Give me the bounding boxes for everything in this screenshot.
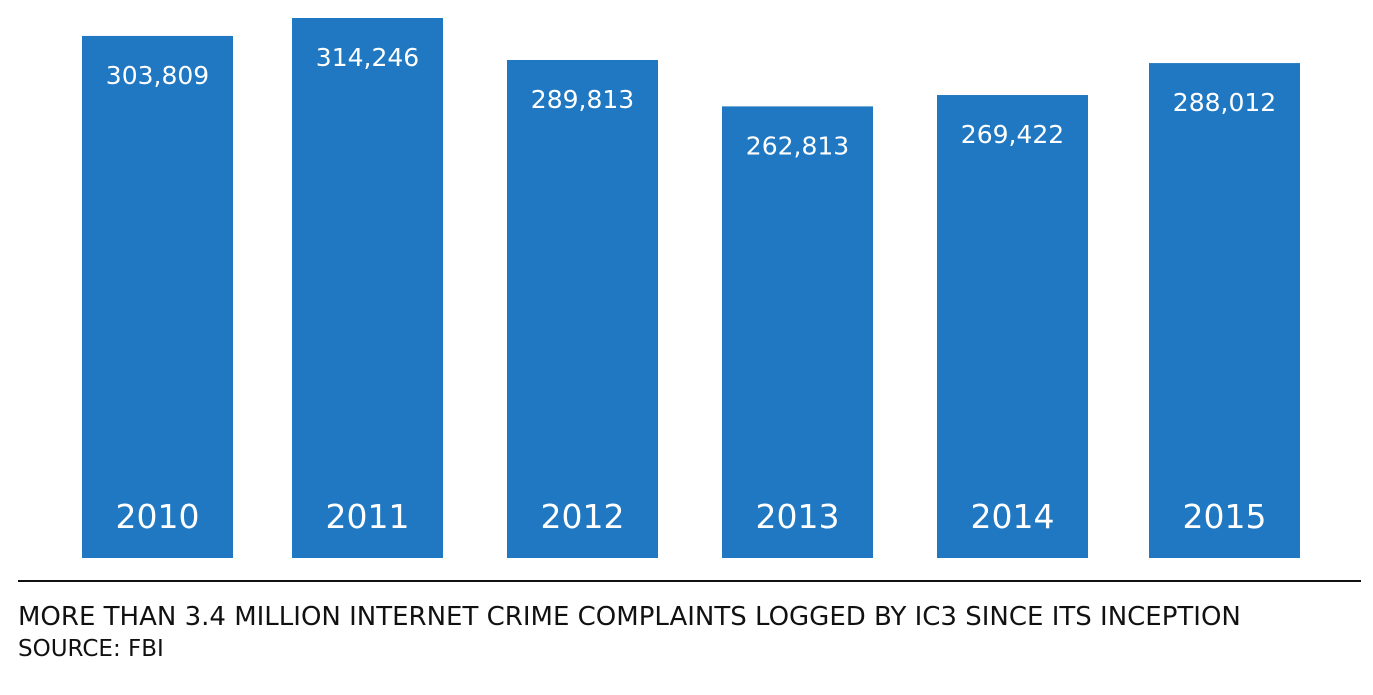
value-label-2015: 288,012 bbox=[1173, 88, 1276, 117]
bar-2012 bbox=[507, 59, 658, 558]
divider-rule bbox=[18, 580, 1361, 582]
category-label-2014: 2014 bbox=[971, 497, 1055, 536]
category-label-2015: 2015 bbox=[1183, 497, 1267, 536]
bar-2015 bbox=[1149, 63, 1300, 559]
bar-2011 bbox=[292, 18, 443, 558]
value-label-2011: 314,246 bbox=[316, 43, 419, 72]
bar-2010 bbox=[82, 35, 233, 558]
bar-chart: 303,809 2010 314,246 2011 289,813 2012 262,813… bbox=[82, 18, 1300, 559]
value-label-2013: 262,813 bbox=[746, 131, 849, 160]
bar-2014 bbox=[937, 95, 1088, 558]
bar-2013 bbox=[722, 106, 873, 558]
value-label-2012: 289,813 bbox=[531, 85, 634, 114]
category-label-2011: 2011 bbox=[326, 497, 410, 536]
caption-headline: MORE THAN 3.4 MILLION INTERNET CRIME COM… bbox=[18, 602, 1241, 632]
value-label-2014: 269,422 bbox=[961, 120, 1064, 149]
category-label-2012: 2012 bbox=[541, 497, 625, 536]
caption-block: MORE THAN 3.4 MILLION INTERNET CRIME COM… bbox=[18, 600, 1241, 664]
category-label-2013: 2013 bbox=[756, 497, 840, 536]
caption-source: SOURCE: FBI bbox=[18, 636, 164, 662]
category-label-2010: 2010 bbox=[116, 497, 200, 536]
value-label-2010: 303,809 bbox=[106, 61, 209, 90]
